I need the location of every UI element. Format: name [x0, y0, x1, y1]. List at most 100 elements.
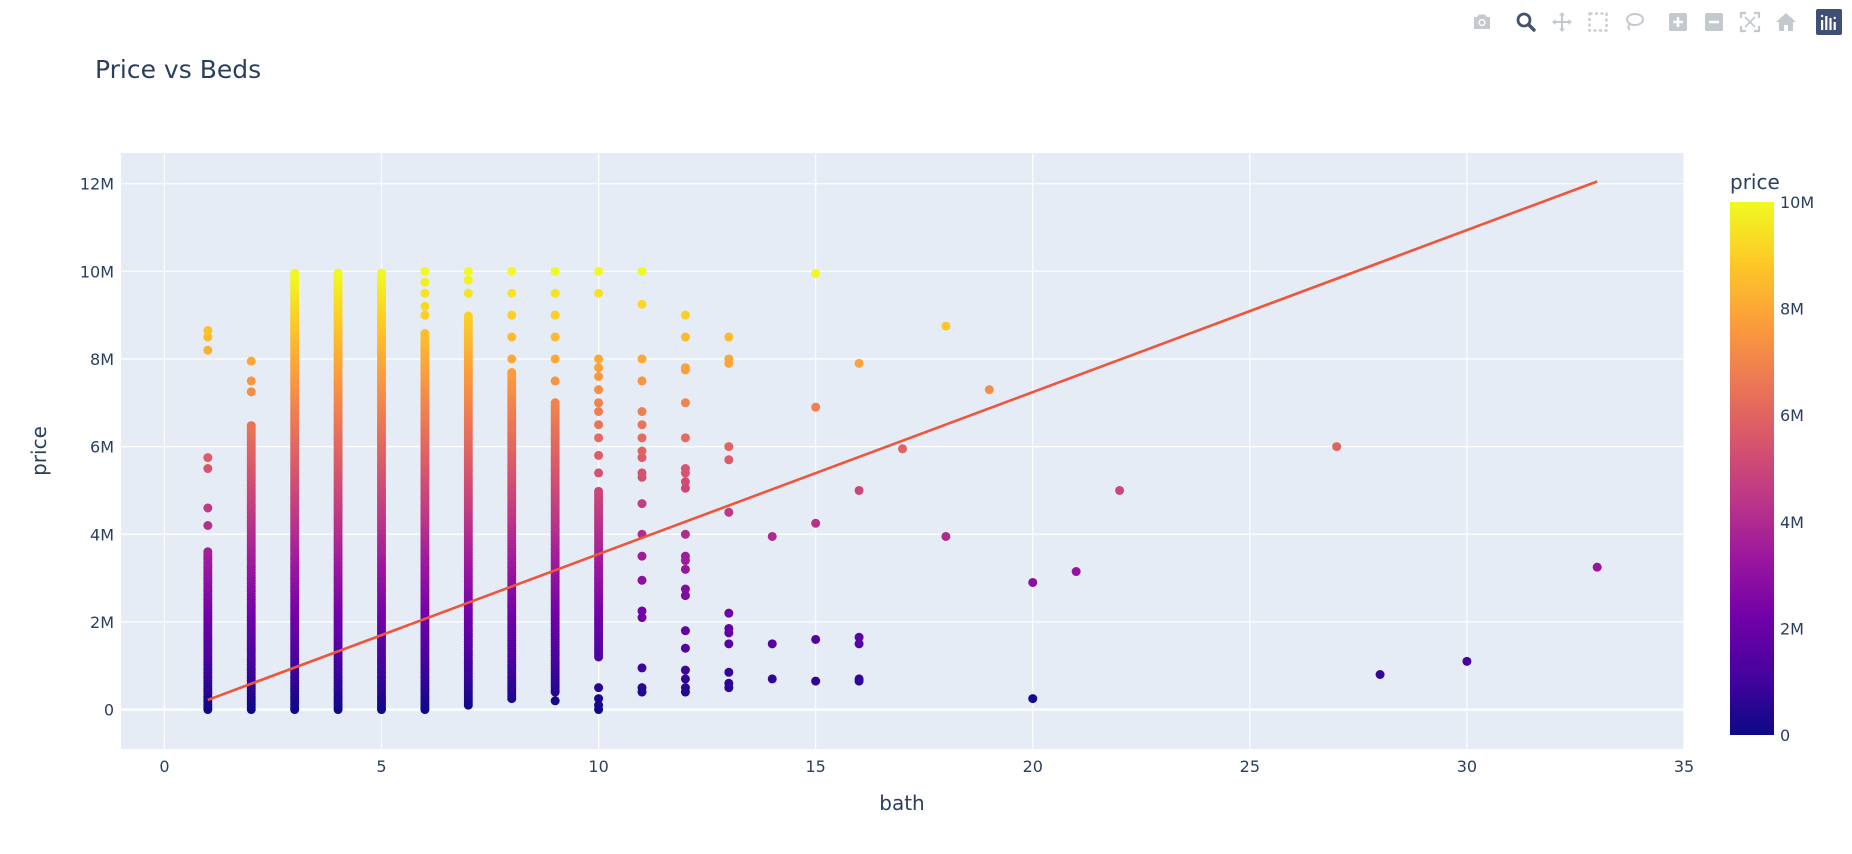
- zoom-in-icon[interactable]: [1660, 9, 1696, 35]
- lasso-select-icon[interactable]: [1616, 9, 1652, 35]
- data-point[interactable]: [246, 387, 256, 397]
- data-point[interactable]: [637, 446, 647, 456]
- data-point[interactable]: [420, 277, 430, 287]
- data-point[interactable]: [463, 288, 473, 298]
- data-point[interactable]: [594, 468, 604, 478]
- data-point[interactable]: [377, 268, 386, 278]
- data-point[interactable]: [1375, 670, 1385, 679]
- data-point[interactable]: [680, 674, 690, 684]
- data-point[interactable]: [767, 639, 777, 649]
- data-point[interactable]: [941, 321, 951, 331]
- data-point[interactable]: [637, 354, 647, 364]
- data-point[interactable]: [854, 639, 864, 649]
- data-point[interactable]: [1332, 442, 1342, 452]
- plotly-logo-icon[interactable]: [1816, 9, 1842, 35]
- data-point[interactable]: [550, 266, 560, 276]
- data-point[interactable]: [898, 444, 907, 454]
- data-point[interactable]: [550, 696, 560, 706]
- data-point[interactable]: [854, 674, 864, 684]
- data-point[interactable]: [203, 345, 213, 355]
- data-point[interactable]: [1071, 567, 1081, 577]
- data-points[interactable]: [203, 266, 1602, 715]
- data-point[interactable]: [680, 626, 690, 636]
- data-point[interactable]: [811, 269, 821, 279]
- data-point[interactable]: [1592, 562, 1602, 572]
- data-point[interactable]: [594, 372, 604, 381]
- data-point[interactable]: [811, 676, 821, 686]
- data-point[interactable]: [680, 683, 690, 693]
- data-point[interactable]: [637, 453, 647, 463]
- data-point[interactable]: [550, 310, 560, 320]
- colorbar[interactable]: [1730, 202, 1774, 735]
- data-point[interactable]: [203, 464, 213, 474]
- data-point[interactable]: [680, 591, 690, 601]
- data-point[interactable]: [290, 268, 300, 278]
- data-point[interactable]: [767, 531, 777, 541]
- data-point[interactable]: [463, 266, 473, 276]
- data-point[interactable]: [637, 407, 647, 417]
- data-point[interactable]: [724, 354, 734, 364]
- data-point[interactable]: [724, 332, 734, 342]
- data-point[interactable]: [507, 332, 517, 342]
- pan-icon[interactable]: [1544, 9, 1580, 35]
- data-point[interactable]: [637, 266, 647, 276]
- data-point[interactable]: [333, 268, 343, 278]
- data-point[interactable]: [680, 477, 690, 487]
- trendline[interactable]: [207, 180, 1598, 702]
- data-point[interactable]: [1462, 656, 1472, 666]
- data-point[interactable]: [637, 433, 647, 443]
- data-point[interactable]: [507, 368, 517, 378]
- box-select-icon[interactable]: [1580, 9, 1616, 35]
- data-point[interactable]: [246, 356, 256, 366]
- zoom-out-icon[interactable]: [1696, 9, 1732, 35]
- data-point[interactable]: [680, 464, 690, 474]
- data-point[interactable]: [203, 325, 213, 335]
- data-point[interactable]: [680, 584, 690, 594]
- data-point[interactable]: [767, 674, 777, 684]
- data-point[interactable]: [594, 288, 604, 298]
- data-point[interactable]: [420, 310, 430, 320]
- data-point[interactable]: [984, 385, 994, 395]
- data-point[interactable]: [594, 700, 604, 710]
- data-point[interactable]: [246, 421, 256, 431]
- data-point[interactable]: [594, 420, 604, 430]
- data-point[interactable]: [724, 639, 734, 649]
- data-point[interactable]: [811, 402, 821, 412]
- trendline-layer[interactable]: [207, 180, 1598, 702]
- data-point[interactable]: [550, 376, 560, 386]
- data-point[interactable]: [811, 634, 821, 644]
- data-point[interactable]: [680, 483, 690, 493]
- data-point[interactable]: [941, 531, 951, 541]
- data-point[interactable]: [680, 564, 690, 574]
- data-point[interactable]: [724, 608, 734, 618]
- data-point[interactable]: [680, 529, 690, 539]
- data-point[interactable]: [1028, 577, 1038, 587]
- data-point[interactable]: [680, 643, 690, 653]
- data-point[interactable]: [1115, 485, 1125, 495]
- data-point[interactable]: [724, 507, 734, 517]
- zoom-icon[interactable]: [1508, 9, 1544, 35]
- data-point[interactable]: [203, 503, 213, 513]
- data-point[interactable]: [463, 275, 473, 285]
- data-point[interactable]: [594, 354, 604, 364]
- data-point[interactable]: [637, 468, 647, 478]
- reset-axes-icon[interactable]: [1768, 9, 1804, 35]
- data-point[interactable]: [594, 486, 604, 496]
- data-point[interactable]: [854, 632, 864, 642]
- data-point[interactable]: [246, 376, 256, 386]
- data-point[interactable]: [420, 329, 430, 339]
- data-point[interactable]: [637, 420, 647, 430]
- data-point[interactable]: [680, 363, 690, 373]
- data-point[interactable]: [637, 575, 647, 585]
- data-point[interactable]: [637, 499, 647, 509]
- data-point[interactable]: [811, 518, 821, 528]
- data-point[interactable]: [507, 310, 517, 320]
- data-point[interactable]: [594, 363, 604, 373]
- data-point[interactable]: [724, 667, 734, 677]
- data-point[interactable]: [637, 551, 647, 561]
- data-point[interactable]: [203, 521, 213, 530]
- data-point[interactable]: [680, 332, 690, 342]
- data-point[interactable]: [637, 613, 647, 623]
